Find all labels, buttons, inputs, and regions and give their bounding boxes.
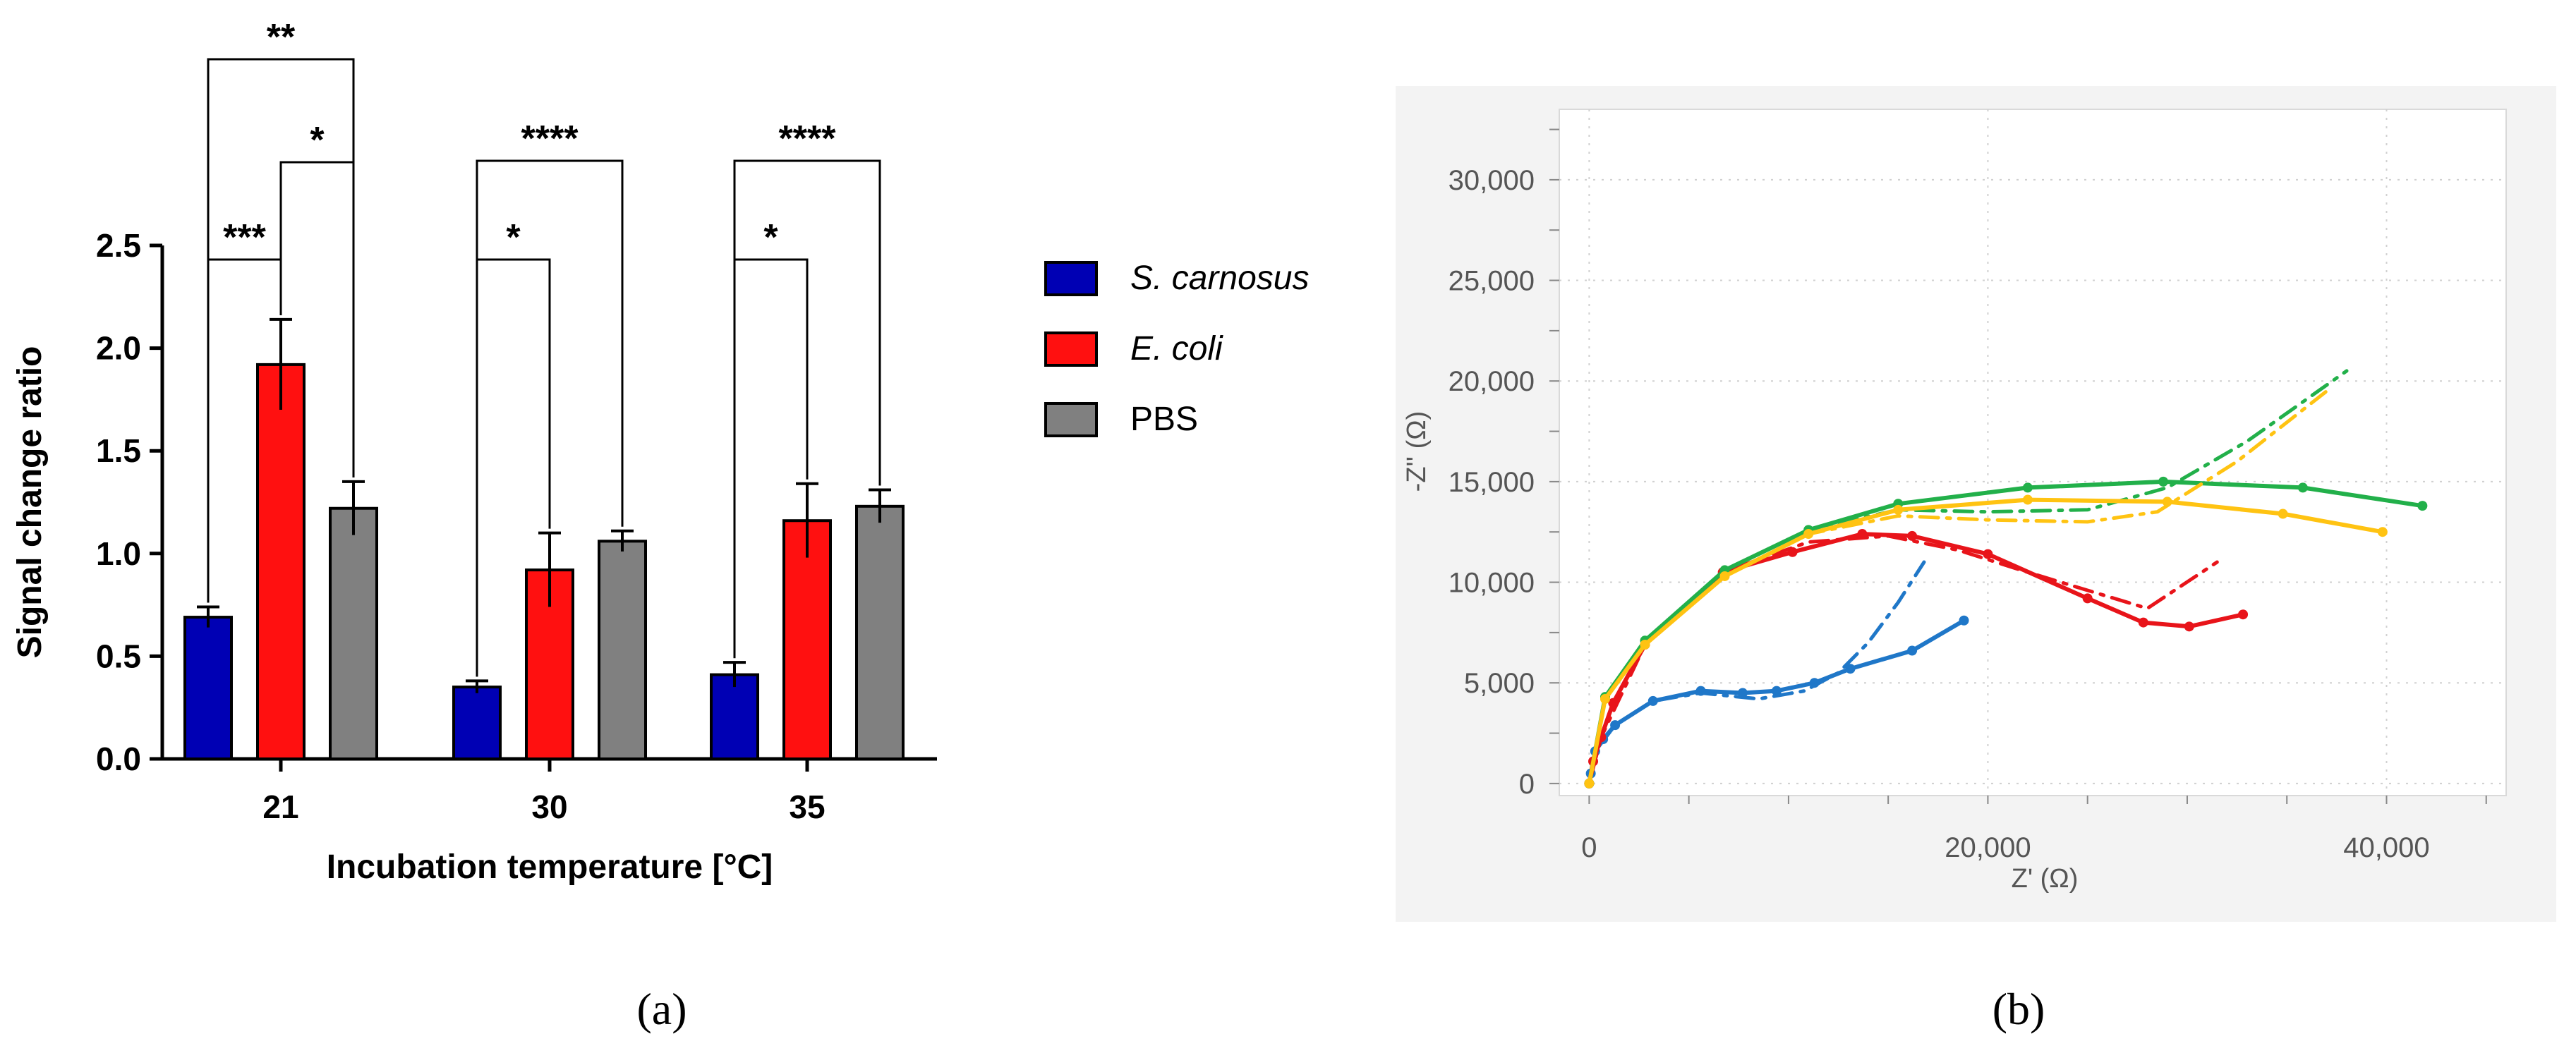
nyquist-plot-data-area: 0 20,000 40,000 0 5,000 10,000 15,000 20,000 25,… bbox=[1449, 109, 2506, 863]
nyquist-x-axis-label: Z' (Ω) bbox=[2012, 864, 2079, 894]
legend-label: S. carnosus bbox=[1130, 260, 1309, 297]
y-tick-label: 2.0 bbox=[96, 330, 141, 367]
y-tick-label: 0.0 bbox=[96, 741, 141, 777]
y-tick-label: 30,000 bbox=[1449, 165, 1535, 196]
y-tick-label: 0.5 bbox=[96, 638, 141, 674]
bar-chart-panel: 0.00.51.01.52.02.521 30 35****************… bbox=[11, 17, 1309, 1034]
series-point bbox=[1983, 549, 1993, 559]
x-tick-label: 0 bbox=[1581, 832, 1597, 863]
bar-chart-y-axis-label: Signal change ratio bbox=[11, 346, 49, 659]
bar-chart-plot-area: 0.00.51.01.52.02.521 30 35**************** bbox=[96, 17, 905, 825]
x-tick-label: 21 bbox=[262, 789, 298, 825]
significance-bracket bbox=[733, 258, 809, 659]
y-tick-label: 0 bbox=[1519, 769, 1535, 800]
series-point bbox=[2238, 609, 2249, 620]
x-tick-label: 40,000 bbox=[2343, 832, 2429, 863]
series-point bbox=[1907, 645, 1918, 656]
series-line bbox=[1587, 560, 1926, 786]
series-point bbox=[2377, 527, 2388, 537]
series-point bbox=[2022, 482, 2033, 493]
legend-swatch bbox=[1044, 402, 1098, 437]
y-tick-label: 20,000 bbox=[1449, 366, 1535, 397]
bar bbox=[710, 673, 759, 760]
series-point bbox=[2278, 509, 2288, 519]
series-point bbox=[2417, 501, 2428, 511]
nyquist-y-axis-label: -Z'' (Ω) bbox=[1402, 411, 1432, 492]
bar bbox=[329, 506, 378, 761]
y-tick-label: 15,000 bbox=[1449, 467, 1535, 498]
significance-label: *** bbox=[223, 217, 266, 258]
significance-bracket bbox=[476, 258, 551, 677]
bar bbox=[452, 686, 502, 761]
series-line bbox=[1587, 389, 2329, 786]
series-point bbox=[1771, 686, 1782, 696]
series-point bbox=[1845, 664, 1856, 674]
legend-label: E. coli bbox=[1130, 330, 1223, 367]
nyquist-plot-area bbox=[1559, 109, 2507, 796]
x-tick-label: 30 bbox=[531, 789, 567, 825]
series-point bbox=[2022, 494, 2033, 505]
significance-label: * bbox=[310, 120, 325, 161]
y-tick-label: 25,000 bbox=[1449, 266, 1535, 297]
bar bbox=[782, 519, 832, 760]
panel-a-label: (a) bbox=[636, 984, 687, 1034]
series-point bbox=[2297, 482, 2308, 493]
series-point bbox=[1907, 530, 1918, 541]
significance-label: ** bbox=[267, 17, 296, 58]
bar bbox=[256, 363, 306, 760]
y-tick-label: 2.5 bbox=[96, 227, 141, 264]
series-point bbox=[1959, 615, 1969, 626]
series-point bbox=[2184, 621, 2194, 632]
series-line bbox=[1587, 534, 2219, 786]
bar bbox=[183, 616, 233, 761]
y-tick-label: 1.0 bbox=[96, 535, 141, 572]
nyquist-plot-panel: 0 20,000 40,000 0 5,000 10,000 15,000 20,000 25,… bbox=[1396, 86, 2556, 1034]
x-tick-label: 35 bbox=[789, 789, 825, 825]
x-tick-label: 20,000 bbox=[1945, 832, 2031, 863]
legend-swatch bbox=[1044, 331, 1098, 367]
legend-label: PBS bbox=[1130, 401, 1198, 438]
significance-label: **** bbox=[521, 118, 579, 159]
series-point bbox=[1893, 504, 1904, 515]
y-tick-label: 10,000 bbox=[1449, 568, 1535, 599]
panel-b-label: (b) bbox=[1993, 984, 2045, 1034]
significance-label: * bbox=[506, 217, 521, 258]
y-tick-label: 5,000 bbox=[1464, 668, 1535, 699]
bar-chart-legend: S. carnosus E. coli PBS bbox=[1044, 260, 1309, 438]
significance-bracket bbox=[279, 161, 355, 477]
bar-chart-x-axis-label: Incubation temperature [°C] bbox=[327, 848, 773, 886]
significance-label: **** bbox=[779, 118, 837, 159]
significance-bracket bbox=[207, 258, 282, 603]
series-point bbox=[2138, 617, 2148, 628]
legend-swatch bbox=[1044, 261, 1098, 296]
bar bbox=[855, 504, 905, 760]
significance-label: * bbox=[763, 217, 778, 258]
series-point bbox=[2158, 476, 2169, 487]
bar bbox=[598, 540, 647, 760]
y-tick-label: 1.5 bbox=[96, 432, 141, 469]
series-point bbox=[2082, 593, 2093, 604]
